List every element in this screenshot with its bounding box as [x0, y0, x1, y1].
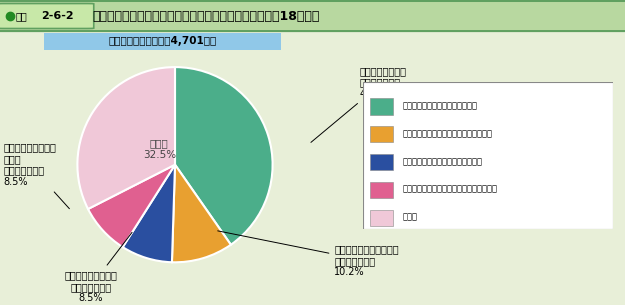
Text: 厚生労働科学研究費補助金（厚生労働省）: 厚生労働科学研究費補助金（厚生労働省） — [402, 185, 498, 194]
FancyBboxPatch shape — [0, 1, 625, 31]
Text: 科学研究費補助金
（文部科学省）
40.3%: 科学研究費補助金 （文部科学省） 40.3% — [311, 66, 406, 142]
FancyBboxPatch shape — [32, 32, 293, 51]
Text: 図表: 図表 — [16, 11, 28, 21]
Wedge shape — [122, 165, 175, 262]
Text: 国の競争的資金に占める科学研究費補助金の割合（平成18年度）: 国の競争的資金に占める科学研究費補助金の割合（平成18年度） — [92, 9, 320, 23]
Text: 国の競争的資金　総額4,701億円: 国の競争的資金 総額4,701億円 — [108, 37, 217, 46]
Wedge shape — [78, 67, 175, 209]
Bar — [370, 154, 392, 170]
Text: 科学技術振興調整費（文部科学省）: 科学技術振興調整費（文部科学省） — [402, 157, 482, 166]
Text: 科学技術振興調整費
（文部科学省）
8.5%: 科学技術振興調整費 （文部科学省） 8.5% — [64, 232, 132, 303]
Bar — [370, 210, 392, 226]
Text: 2-6-2: 2-6-2 — [41, 11, 73, 21]
Text: 戦略的創造研究推進事業（文部科学省）: 戦略的創造研究推進事業（文部科学省） — [402, 129, 492, 138]
Text: その他
32.5%: その他 32.5% — [142, 139, 176, 160]
Bar — [370, 126, 392, 142]
Text: その他: その他 — [402, 213, 418, 221]
Text: 戦略的創造研究推進事業
（文部科学省）
10.2%: 戦略的創造研究推進事業 （文部科学省） 10.2% — [217, 231, 399, 277]
Bar — [370, 99, 392, 115]
Bar — [370, 182, 392, 198]
FancyBboxPatch shape — [0, 4, 94, 28]
Text: 厚生労働科学研究費
補助金
（厚生労働省）
8.5%: 厚生労働科学研究費 補助金 （厚生労働省） 8.5% — [3, 142, 69, 209]
Text: 科学研究費補助金（文部科学省）: 科学研究費補助金（文部科学省） — [402, 101, 478, 110]
Wedge shape — [172, 165, 231, 262]
Wedge shape — [88, 165, 175, 247]
Wedge shape — [175, 67, 272, 245]
